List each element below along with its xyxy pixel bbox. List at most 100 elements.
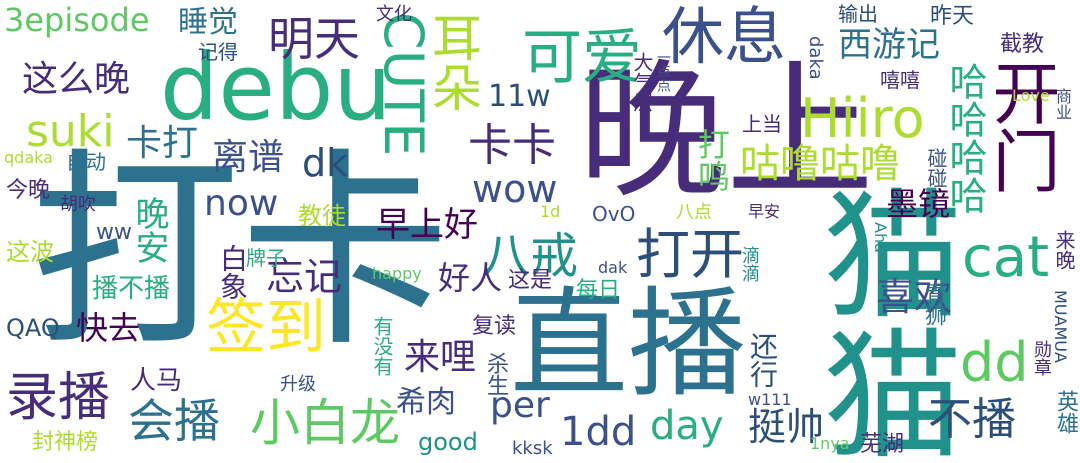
word-ww: ww (96, 220, 132, 245)
word-renma: 人马 (130, 366, 183, 396)
word-wangji: 忘记 (266, 255, 343, 299)
word-jiaotu: 教徒 (298, 202, 346, 230)
word-ovo: OvO (592, 202, 636, 226)
word-keai: 可爱 (522, 23, 642, 93)
word-laiwan: 来晚 (1052, 230, 1076, 270)
word-gulugulu: 咕噜咕噜 (740, 141, 900, 187)
word-suki: suki (26, 106, 115, 157)
word-happy: happy (372, 264, 422, 283)
word-qdaka: qdaka (4, 148, 53, 167)
word-jide: 记得 (198, 40, 238, 64)
word-zhemewan: 这么晚 (22, 59, 131, 100)
word-didi: 滴滴 (739, 246, 760, 282)
word-mingtian: 明天 (268, 12, 360, 66)
word-zaoan: 早安 (748, 202, 781, 221)
word-love: Love (1012, 86, 1050, 105)
word-aha: Aha (871, 222, 890, 253)
word-wow: wow (472, 167, 558, 211)
word-shasheng: 杀生 (483, 352, 508, 396)
word-jinwan: 今晚 (6, 178, 51, 203)
word-now: now (204, 183, 279, 224)
word-zidong: 自动 (66, 150, 106, 174)
word-w111: w111 (748, 390, 792, 409)
word-maomao: 猫猫 (799, 182, 962, 462)
word-zaoshanghao: 早上好 (376, 205, 478, 245)
word-dakai: 打开 (636, 223, 744, 286)
word-huibo: 会播 (128, 394, 220, 448)
word-wanshang: 晚上 (578, 46, 874, 218)
word-bubo: 不播 (928, 394, 1016, 445)
word-kada: 卡打 (126, 123, 199, 164)
word-kuaiqu: 快去 (76, 309, 141, 347)
word-cute: CUTE (372, 12, 435, 157)
word-xunzhang: 勋章 (1031, 340, 1052, 376)
word-hiiro: Hiiro (800, 87, 925, 150)
word-lipu: 离谱 (212, 137, 285, 178)
word-baixiang: 白象 (216, 244, 249, 300)
word-shangye: 商业 (1053, 88, 1072, 120)
word-youmeiyou: 有没有 (370, 316, 394, 376)
word-meiri: 每日 (576, 278, 621, 303)
word-dak: dak (598, 258, 628, 277)
word-paizi: 牌子 (246, 246, 286, 270)
word-shangdang: 上当 (742, 112, 782, 136)
word-fudu: 复读 (472, 314, 517, 339)
word-bobubo: 播不播 (92, 274, 171, 304)
word-daming: 打鸣 (693, 128, 731, 192)
word-11w: 11w (488, 79, 551, 114)
word-zuotian: 昨天 (930, 4, 975, 29)
word-1nya: 1nya (810, 434, 850, 453)
word-good: good (418, 428, 478, 456)
word-huchui: 胡吹 (60, 194, 96, 215)
word-zhebo: 这波 (6, 238, 54, 266)
word-kaimen: 开门 (980, 58, 1059, 194)
word-cat: cat (962, 225, 1050, 290)
word-erduo: 耳朵 (424, 12, 482, 112)
word-zhibo: 直播 (510, 275, 747, 413)
word-day: day (650, 403, 724, 449)
word-luboo: 录播 (6, 368, 111, 428)
word-kksk: kksk (512, 438, 553, 459)
word-qaq: QAQ (6, 314, 60, 342)
word-shengji: 升级 (280, 374, 316, 395)
word-daka-small: daka (805, 36, 826, 80)
word-muamua: MUAMUA (1051, 290, 1070, 363)
word-jiejiao: 截教 (1000, 32, 1045, 57)
word-bajie: 八戒 (482, 228, 579, 284)
word-xirou: 希肉 (396, 385, 456, 420)
word-badian: 八点 (676, 202, 712, 223)
word-fengshenbang: 封神榜 (32, 430, 99, 455)
word-xiaobailong: 小白龙 (250, 394, 400, 452)
word-qingshi: 青狮 (921, 282, 946, 326)
word-wanan: 晚安 (129, 196, 169, 264)
word-wenhua: 文化 (376, 4, 412, 25)
word-shuchu: 输出 (838, 2, 878, 26)
word-xixi: 嘻嘻 (880, 68, 920, 92)
word-yidiandian: 一点点 (655, 50, 671, 92)
word-xihuan: 喜欢 (876, 275, 953, 319)
word-haoren: 好人 (438, 259, 503, 297)
word-pengpeng: 碰碰 (924, 148, 948, 188)
word-1dd: 1dd (560, 409, 637, 455)
word-per: per (490, 385, 550, 426)
word-dk: dk (302, 141, 349, 185)
word-daka-big: 打卡 (30, 130, 451, 375)
word-ep3: 3episode (4, 1, 150, 39)
word-zheshi: 这是 (508, 268, 553, 293)
word-kaka: 卡卡 (468, 120, 556, 171)
word-yingxiong: 英雄 (1053, 390, 1078, 434)
word-wuhu: 芜湖 (860, 432, 905, 457)
word-daqiceng: 大气层 (630, 52, 654, 112)
word-hahaha: 哈哈哈哈 (943, 62, 987, 214)
word-debu: debu (160, 34, 392, 141)
word-xiyouji: 西游记 (838, 25, 940, 65)
word-xiuxi: 休息 (662, 0, 787, 73)
word-mojing: 墨镜 (886, 185, 951, 223)
word-laili: 来哩 (404, 337, 477, 378)
word-dd: dd (960, 331, 1029, 394)
word-qiandao: 签到 (206, 293, 326, 363)
word-1d: 1d (540, 202, 561, 221)
word-haixing: 还行 (746, 332, 779, 388)
word-ting-shuai: 挺帅 (748, 405, 825, 449)
